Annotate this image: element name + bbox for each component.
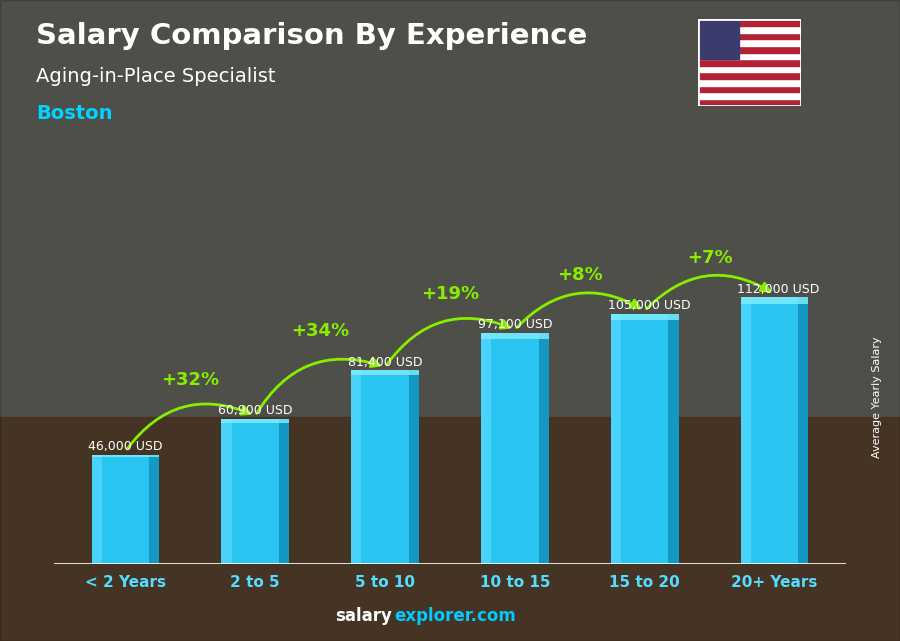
Bar xyxy=(698,39,801,46)
Bar xyxy=(798,297,808,564)
Bar xyxy=(221,419,231,564)
Bar xyxy=(92,454,102,564)
Bar xyxy=(409,370,419,564)
Text: 112,000 USD: 112,000 USD xyxy=(737,283,820,296)
Text: 97,100 USD: 97,100 USD xyxy=(478,318,553,331)
Bar xyxy=(538,333,549,564)
Bar xyxy=(698,19,801,26)
Bar xyxy=(698,92,801,99)
Bar xyxy=(92,454,159,564)
Text: Aging-in-Place Specialist: Aging-in-Place Specialist xyxy=(36,67,275,87)
Text: +32%: +32% xyxy=(161,371,220,389)
Bar xyxy=(698,46,801,53)
Text: Boston: Boston xyxy=(36,104,112,123)
Bar xyxy=(611,314,679,564)
Bar xyxy=(482,333,549,564)
Bar xyxy=(92,454,159,457)
Text: Salary Comparison By Experience: Salary Comparison By Experience xyxy=(36,22,587,51)
Bar xyxy=(698,19,739,59)
Bar xyxy=(698,72,801,79)
Text: +8%: +8% xyxy=(557,266,603,284)
Bar xyxy=(698,59,801,66)
Bar xyxy=(279,419,289,564)
Text: 60,900 USD: 60,900 USD xyxy=(218,404,292,417)
Bar xyxy=(221,419,289,564)
Bar xyxy=(351,370,418,564)
Bar xyxy=(482,333,549,338)
Bar xyxy=(482,333,491,564)
Bar xyxy=(0,417,900,641)
Bar xyxy=(698,53,801,59)
Bar xyxy=(698,33,801,39)
Bar xyxy=(221,419,289,422)
Bar xyxy=(669,314,679,564)
Bar xyxy=(741,297,808,304)
Text: +34%: +34% xyxy=(291,322,349,340)
Bar xyxy=(351,370,418,375)
Bar xyxy=(611,314,679,320)
Text: 105,000 USD: 105,000 USD xyxy=(608,299,690,312)
Bar xyxy=(741,297,751,564)
Text: salary: salary xyxy=(335,607,392,625)
Text: Average Yearly Salary: Average Yearly Salary xyxy=(872,337,883,458)
Bar xyxy=(611,314,621,564)
Bar xyxy=(698,26,801,33)
Bar xyxy=(698,99,801,106)
Bar xyxy=(698,86,801,92)
Text: +19%: +19% xyxy=(421,285,479,303)
Text: 46,000 USD: 46,000 USD xyxy=(88,440,163,453)
Bar xyxy=(698,79,801,86)
Bar xyxy=(0,0,900,417)
Bar xyxy=(741,297,808,564)
Bar xyxy=(351,370,362,564)
Text: explorer.com: explorer.com xyxy=(394,607,516,625)
Text: 81,400 USD: 81,400 USD xyxy=(348,356,422,369)
Bar xyxy=(149,454,159,564)
Text: +7%: +7% xyxy=(687,249,733,267)
Bar xyxy=(698,66,801,72)
